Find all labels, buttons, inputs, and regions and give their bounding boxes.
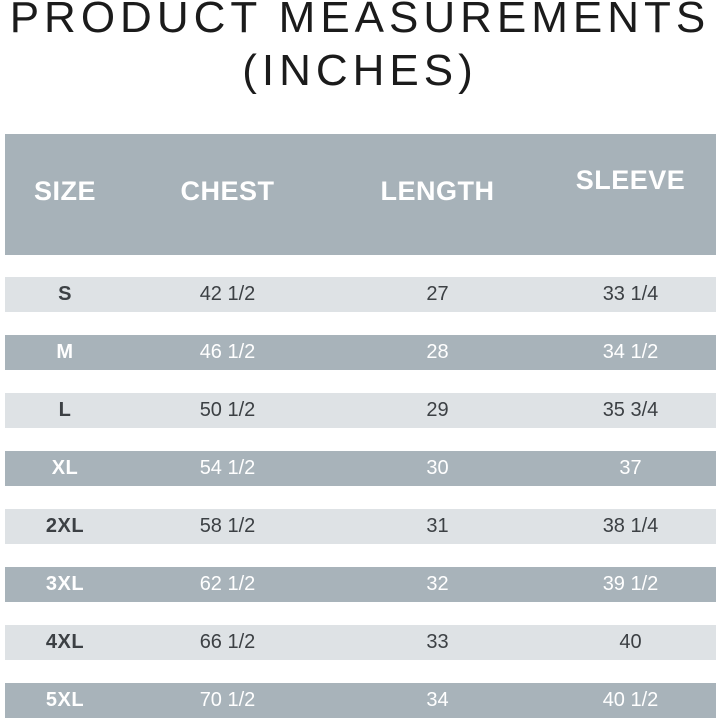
cell-sleeve: 37 [619,457,642,479]
cell-length: 29 [426,399,449,421]
cell-size: 3XL [45,573,85,595]
table-row: 2XL 58 1/2 31 38 1/4 [5,509,716,544]
cell-length: 30 [426,457,449,479]
table-row: 3XL 62 1/2 32 39 1/2 [5,567,716,602]
cell-length: 33 [426,631,449,653]
cell-sleeve: 38 1/4 [602,515,659,537]
cell-chest: 66 1/2 [199,631,256,653]
cell-chest: 70 1/2 [199,689,256,711]
page-title: PRODUCT MEASUREMENTS (INCHES) [0,0,720,97]
table-body: S 42 1/2 27 33 1/4 M 46 1/2 28 34 1/2 L … [5,277,716,718]
table-row: 4XL 66 1/2 33 40 [5,625,716,660]
page-title-line1: PRODUCT MEASUREMENTS [9,0,711,42]
cell-length: 31 [426,515,449,537]
column-header-chest: CHEST [180,176,275,206]
cell-sleeve: 34 1/2 [602,341,659,363]
column-header-sleeve: SLEEVE [575,165,686,195]
table-row: M 46 1/2 28 34 1/2 [5,335,716,370]
cell-chest: 58 1/2 [199,515,256,537]
cell-size: XL [51,457,79,479]
cell-size: 2XL [45,515,85,537]
cell-length: 27 [426,283,449,305]
table-row: 5XL 70 1/2 34 40 1/2 [5,683,716,718]
cell-length: 32 [426,573,449,595]
cell-sleeve: 40 [619,631,642,653]
cell-size: 5XL [45,689,85,711]
cell-sleeve: 33 1/4 [602,283,659,305]
cell-chest: 54 1/2 [199,457,256,479]
cell-chest: 42 1/2 [199,283,256,305]
table-row: XL 54 1/2 30 37 [5,451,716,486]
cell-sleeve: 35 3/4 [602,399,659,421]
cell-length: 28 [426,341,449,363]
cell-chest: 50 1/2 [199,399,256,421]
cell-chest: 62 1/2 [199,573,256,595]
cell-size: L [58,399,72,421]
column-header-size: SIZE [33,176,96,206]
cell-size: 4XL [45,631,85,653]
table-row: L 50 1/2 29 35 3/4 [5,393,716,428]
cell-chest: 46 1/2 [199,341,256,363]
cell-size: S [58,283,72,305]
cell-sleeve: 40 1/2 [602,689,659,711]
cell-sleeve: 39 1/2 [602,573,659,595]
table-row: S 42 1/2 27 33 1/4 [5,277,716,312]
table-header-row: SIZE CHEST LENGTH SLEEVE [5,134,716,255]
page-title-line2: (INCHES) [242,46,478,95]
cell-size: M [56,341,74,363]
cell-length: 34 [426,689,449,711]
column-header-length: LENGTH [380,176,495,206]
